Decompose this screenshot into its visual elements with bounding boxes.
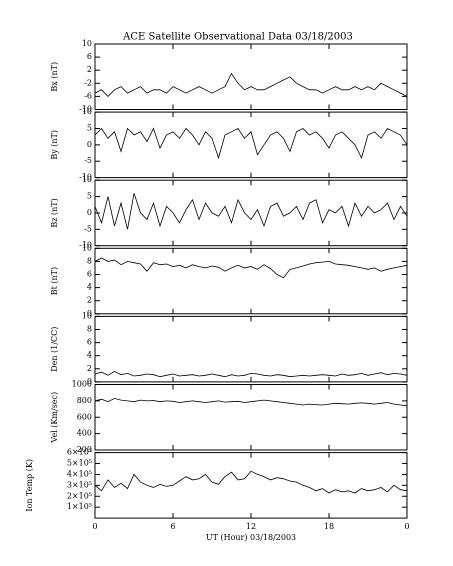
y-tick-label: 3×10⁵: [67, 480, 92, 489]
y-tick-label: 0: [87, 140, 92, 149]
y-tick-label: -2: [84, 78, 92, 87]
y-axis-label: Vel (Km/sec): [50, 392, 59, 444]
y-tick-label: -10: [79, 105, 92, 114]
panel-frame: [94, 315, 408, 383]
panel-frame: [94, 247, 408, 315]
y-tick-label: 0: [87, 208, 92, 217]
y-tick-label: 2×10⁵: [67, 491, 92, 500]
y-tick-label: 200: [77, 445, 92, 454]
data-line: [94, 193, 408, 230]
y-tick-label: 6: [87, 52, 92, 61]
y-tick-label: -5: [84, 156, 92, 165]
y-tick-label: 400: [77, 429, 92, 438]
x-axis-label: UT (Hour) 03/18/2003: [206, 533, 296, 542]
panel-frame: [94, 384, 408, 451]
y-tick-label: 6×10⁵: [67, 448, 92, 457]
y-tick-label: 4×10⁵: [67, 469, 92, 478]
y-tick-label: 2: [87, 65, 92, 74]
y-tick-label: 1×10⁵: [67, 502, 92, 511]
x-tick-label: 18: [324, 522, 334, 531]
x-tick-label: 12: [246, 522, 256, 531]
y-tick-label: 8: [87, 325, 92, 334]
y-tick-label: 6: [87, 338, 92, 347]
panel-frame: [94, 111, 408, 179]
panel-frame: [94, 452, 408, 519]
y-tick-label: 6: [87, 270, 92, 279]
y-tick-label: -10: [79, 173, 92, 182]
y-axis-label: Ion Temp (K): [25, 459, 34, 512]
y-tick-label: 10: [82, 107, 92, 116]
y-tick-label: 10: [82, 39, 92, 48]
data-line: [94, 72, 408, 97]
y-tick-label: 8: [87, 256, 92, 265]
y-axis-label: By (nT): [50, 130, 59, 160]
y-tick-label: 1000: [72, 380, 92, 389]
x-tick-label: 0: [404, 522, 409, 531]
y-tick-label: 800: [77, 396, 92, 405]
y-axis-label: Bz (nT): [50, 198, 59, 227]
y-tick-label: 10: [82, 243, 92, 252]
y-tick-label: 0: [87, 377, 92, 386]
y-tick-label: 5×10⁵: [67, 459, 92, 468]
y-tick-label: -10: [79, 241, 92, 250]
y-tick-label: 2: [87, 364, 92, 373]
y-tick-label: 4: [87, 351, 92, 360]
chart-title: ACE Satellite Observational Data 03/18/2…: [122, 32, 353, 43]
x-tick-label: 0: [92, 522, 97, 531]
y-tick-label: -6: [84, 91, 92, 100]
y-tick-label: 5: [87, 192, 92, 201]
data-line: [94, 470, 408, 494]
y-axis-label: Bt (nT): [50, 267, 59, 295]
y-tick-label: 5: [87, 123, 92, 132]
y-axis-label: Den (1/CC): [50, 327, 59, 372]
data-line: [94, 127, 408, 160]
y-axis-label: Bx (nT): [50, 62, 59, 92]
y-tick-label: 2: [87, 296, 92, 305]
y-tick-label: 4: [87, 283, 92, 292]
y-tick-label: -5: [84, 224, 92, 233]
data-line: [94, 257, 408, 279]
y-tick-label: 10: [82, 175, 92, 184]
y-tick-label: 600: [77, 412, 92, 421]
panel-frame: [94, 43, 408, 110]
y-tick-label: 10: [82, 311, 92, 320]
x-tick-label: 6: [170, 522, 175, 531]
y-tick-label: 0: [87, 309, 92, 318]
data-line: [94, 397, 408, 407]
data-line: [94, 370, 408, 378]
